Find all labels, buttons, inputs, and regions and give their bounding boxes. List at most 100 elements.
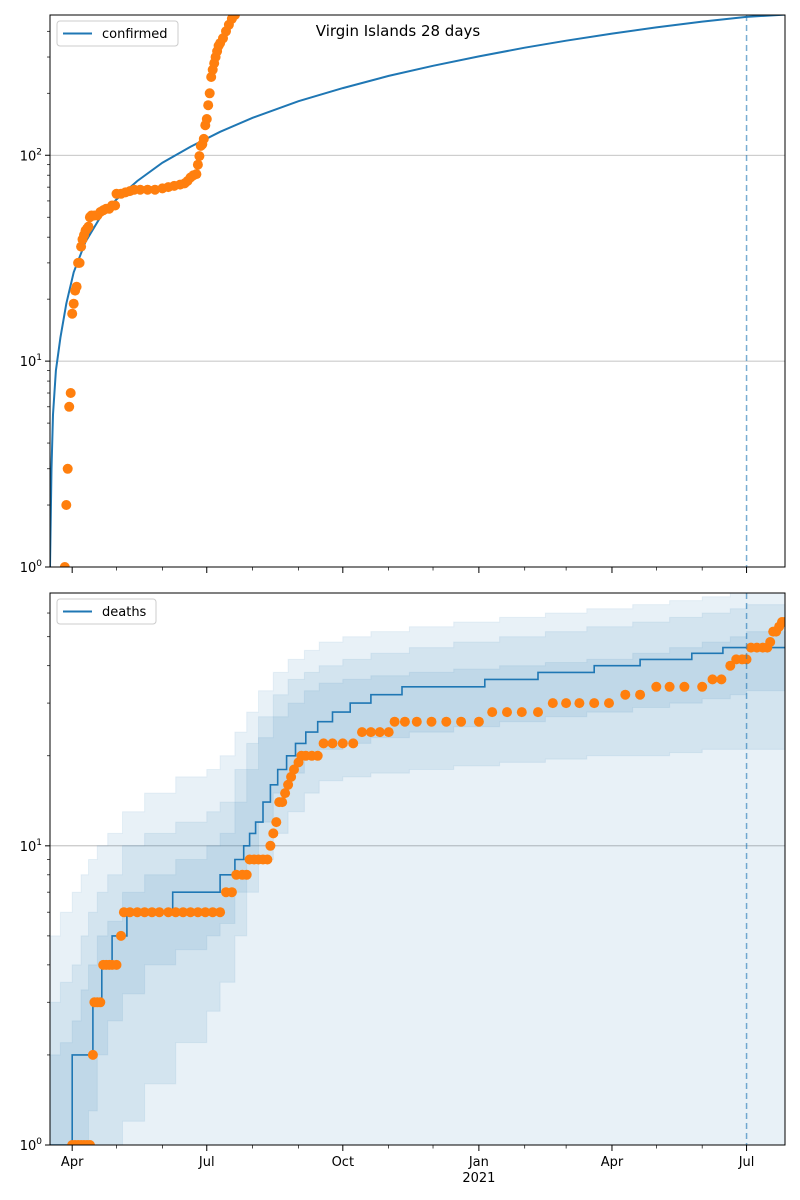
observed-data-point <box>487 707 498 718</box>
observed-data-point <box>312 750 323 761</box>
y-tick-label: 101 <box>20 838 42 855</box>
observed-data-point <box>147 907 157 918</box>
observed-data-point <box>383 727 394 738</box>
observed-data-point <box>65 388 76 398</box>
observed-data-point <box>289 764 299 775</box>
model-fit-line <box>50 15 785 567</box>
observed-data-point <box>277 797 288 808</box>
observed-data-point <box>229 15 240 20</box>
observed-data-point <box>635 689 646 700</box>
deaths-legend: deaths <box>56 598 157 625</box>
observed-data-point <box>765 637 776 647</box>
x-tick-label: Apr <box>61 1155 84 1170</box>
observed-data-point <box>707 674 718 685</box>
observed-data-point <box>679 681 690 692</box>
prediction-band <box>50 604 785 1145</box>
observed-data-point <box>348 738 359 749</box>
observed-data-point <box>84 1140 95 1145</box>
observed-data-point <box>61 500 72 510</box>
observed-data-point <box>262 854 273 865</box>
observed-data-point <box>502 707 512 718</box>
observed-data-point <box>64 401 75 412</box>
y-tick-label: 100 <box>20 559 43 576</box>
legend-label-deaths: deaths <box>102 605 147 620</box>
observed-data-point <box>200 907 211 918</box>
observed-data-point <box>132 907 143 918</box>
observed-data-point <box>716 674 727 685</box>
observed-data-point <box>399 716 410 727</box>
observed-data-point <box>620 689 631 700</box>
observed-data-point <box>154 907 165 918</box>
x-tick-label: Oct <box>332 1155 354 1170</box>
observed-data-point <box>192 159 203 170</box>
x-tick-label: Apr <box>601 1155 624 1170</box>
observed-data-point <box>473 716 484 727</box>
observed-data-point <box>207 907 218 918</box>
observed-data-point <box>204 88 215 99</box>
observed-data-point <box>365 727 376 738</box>
model-median-step-line <box>50 646 785 1145</box>
observed-data-point <box>110 200 121 211</box>
observed-data-point <box>327 738 338 749</box>
observed-data-point <box>456 716 467 727</box>
x-tick-label: Jul <box>198 1155 215 1170</box>
observed-data-point <box>191 169 202 180</box>
observed-data-point <box>268 828 279 839</box>
y-tick-label: 102 <box>20 147 42 164</box>
legend-label-confirmed: confirmed <box>102 27 168 42</box>
observed-data-point <box>201 114 212 124</box>
legend-box <box>56 598 157 625</box>
observed-data-point <box>135 184 146 195</box>
observed-data-point <box>651 681 662 692</box>
observed-data-point <box>389 716 400 727</box>
chart-title: Virgin Islands 28 days <box>316 22 481 40</box>
observed-data-point <box>185 907 196 918</box>
observed-data-point <box>59 562 70 567</box>
deaths-y-ticks: 100 101 <box>20 612 50 1154</box>
observed-data-point <box>533 707 543 718</box>
y-tick-label: 100 <box>20 1137 43 1154</box>
observed-data-point <box>283 779 294 790</box>
x-tick-label: Jul <box>738 1155 755 1170</box>
observed-data-point <box>83 221 94 232</box>
observed-data-point <box>198 133 209 144</box>
observed-data-point <box>150 184 160 195</box>
deaths-marks <box>50 617 785 1145</box>
observed-data-point <box>178 907 189 918</box>
x-tick-year-label: 2021 <box>462 1171 495 1186</box>
observed-data-point <box>697 681 708 692</box>
legend-box <box>56 20 179 47</box>
observed-data-point <box>374 727 385 738</box>
y-tick-label: 101 <box>20 353 42 370</box>
observed-data-point <box>357 727 367 738</box>
observed-data-point <box>516 707 527 718</box>
observed-data-point <box>561 698 572 709</box>
observed-data-point <box>411 716 422 727</box>
x-tick-label: Jan <box>468 1155 489 1170</box>
observed-data-point <box>664 681 675 692</box>
observed-data-point <box>226 887 237 898</box>
prediction-band <box>50 593 785 1145</box>
observed-data-point <box>139 907 150 918</box>
observed-data-point <box>215 907 226 918</box>
observed-data-point <box>547 698 558 709</box>
observed-data-point <box>71 281 82 292</box>
confirmed-plot-frame <box>49 14 786 568</box>
confirmed-legend: confirmed <box>56 20 179 47</box>
observed-data-point <box>441 716 452 727</box>
observed-data-point <box>163 907 174 918</box>
observed-data-point <box>725 660 736 671</box>
observed-data-point <box>780 617 785 627</box>
observed-data-point <box>95 997 106 1008</box>
observed-data-point <box>271 817 282 828</box>
observed-data-point <box>87 1049 98 1060</box>
observed-data-point <box>124 907 135 918</box>
observed-data-point <box>318 738 329 749</box>
observed-data-point <box>741 654 752 665</box>
observed-data-point <box>142 184 153 195</box>
observed-data-point <box>280 788 291 799</box>
observed-data-point <box>194 151 205 162</box>
observed-data-point <box>589 698 600 709</box>
